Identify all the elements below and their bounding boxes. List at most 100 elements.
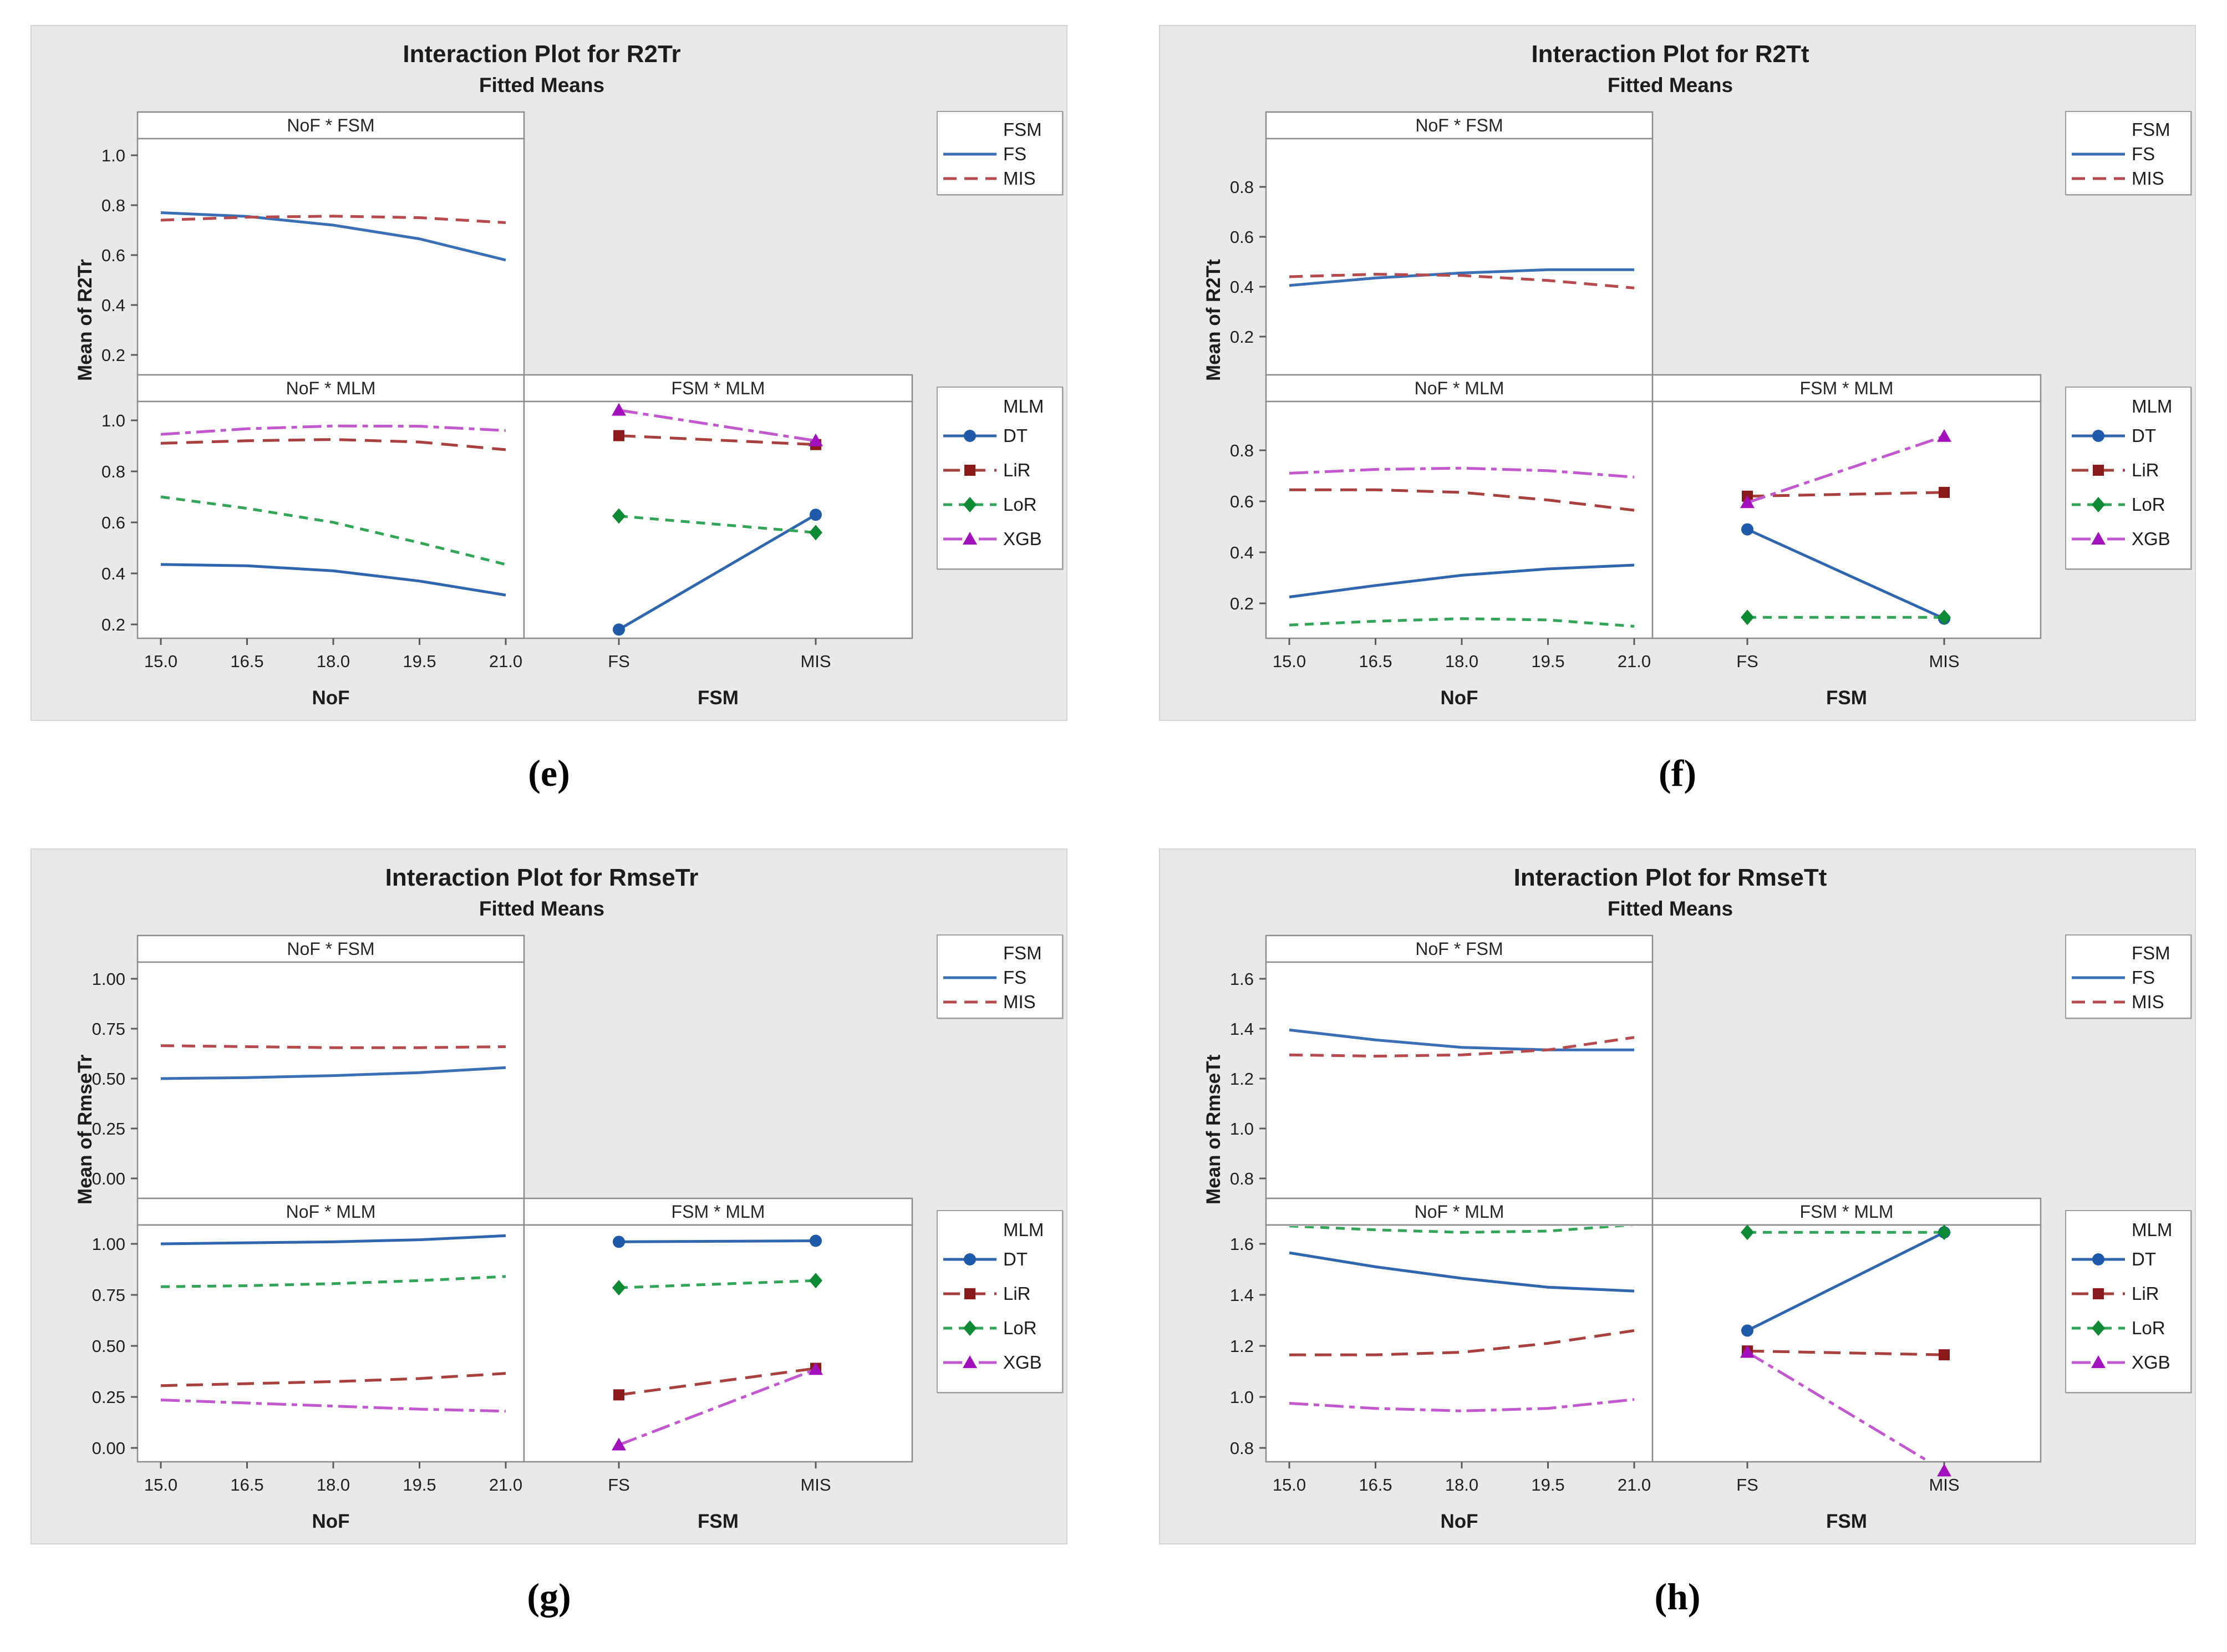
mlm-legend-item-lir: LiR (938, 453, 1062, 487)
lor-marker (2092, 497, 2105, 512)
subplot-nof-mlm (1265, 400, 1654, 639)
y-tick-label: 0.75 (92, 1285, 125, 1305)
lir-marker (1939, 1349, 1950, 1361)
xgb-line-sample-icon (941, 528, 999, 550)
y-tick-label: 0.2 (1230, 594, 1254, 613)
header-strip (136, 1197, 525, 1226)
x-axis-label-fsm: FSM (698, 687, 739, 709)
interaction-plot-panel: Interaction Plot for RmseTr Fitted Means… (30, 848, 1067, 1544)
y-tick-label: 0.6 (101, 513, 125, 532)
subplot-nof-fsm (136, 138, 525, 376)
lir-line-sample-icon (2070, 459, 2127, 481)
y-tick-label: 0.2 (101, 345, 125, 365)
dt-marker (810, 509, 822, 521)
x-tick-label: MIS (800, 652, 831, 671)
header-strip (1651, 374, 2042, 403)
series-line-lir (618, 434, 816, 446)
mlm-legend-item-xgb: XGB (2066, 1345, 2190, 1380)
y-tick-label: 0.8 (101, 196, 125, 215)
mlm-legend-item-dt: DT (2066, 419, 2190, 453)
legend-sample-lor (943, 1320, 996, 1336)
lir-marker (1939, 486, 1950, 498)
y-tick-label: 1.2 (1230, 1069, 1254, 1089)
lor-line-sample-icon (941, 1317, 999, 1339)
mlm-legend-label: LoR (1003, 494, 1037, 515)
plot-subtitle: Fitted Means (1607, 897, 1733, 920)
series-line-lor (160, 495, 506, 566)
x-axis-label-nof: NoF (312, 1511, 350, 1532)
mlm-legend-label: XGB (2132, 1352, 2170, 1373)
series-line-lor (1289, 617, 1635, 628)
dt-line-sample-icon (941, 425, 999, 447)
subplot-header-fsm-mlm: FSM * MLM (1799, 378, 1894, 398)
x-tick-label: 15.0 (1273, 1475, 1306, 1495)
series-line-mis (160, 215, 506, 224)
y-tick-label: 1.0 (1230, 1387, 1254, 1407)
panel-caption: (h) (1654, 1575, 1701, 1618)
series-line-fs (160, 211, 506, 262)
y-tick-label: 0.8 (1230, 1169, 1254, 1188)
subplot-nof-mlm (136, 1224, 525, 1463)
series-line-xgb (1746, 1351, 1930, 1461)
fsm-legend-label: MIS (2132, 992, 2164, 1012)
y-tick-label: 0.6 (101, 246, 125, 265)
mlm-legend-item-lor: LoR (2066, 1311, 2190, 1345)
legend-sample-dt (2072, 430, 2125, 442)
series-line-lor (1289, 1226, 1635, 1234)
fsm-legend-item-fs: FS (2066, 142, 2190, 166)
legend-sample-mis (2072, 1000, 2125, 1004)
panel-slot: Interaction Plot for RmseTt Fitted Means… (1159, 848, 2196, 1641)
series-line-dt (618, 514, 817, 631)
fs-line-sample-icon (2070, 143, 2127, 165)
fs-line-sample-icon (941, 967, 999, 989)
series-line-dt (1289, 563, 1635, 598)
lir-line-sample-icon (2070, 1283, 2127, 1305)
y-tick-label: 1.6 (1230, 969, 1254, 989)
x-tick-label: FS (1736, 1475, 1758, 1495)
x-tick-label: 16.5 (230, 1475, 263, 1495)
series-line-fs (1289, 268, 1634, 287)
subplot-nof-mlm (1265, 1224, 1654, 1463)
subplot-nof-mlm (136, 400, 525, 639)
subplot-header-nof-fsm: NoF * FSM (287, 115, 375, 135)
x-tick-label: 16.5 (1359, 652, 1392, 671)
fsm-legend-item-fs: FS (938, 142, 1062, 166)
panel-slot: Interaction Plot for R2Tt Fitted Means M… (1159, 25, 2196, 818)
mlm-legend: MLM DT LiR LoR XGB (2065, 1210, 2192, 1393)
mlm-legend-item-xgb: XGB (938, 1345, 1062, 1380)
legend-sample-lir (2072, 1288, 2125, 1299)
x-axis-label-fsm: FSM (1826, 1511, 1867, 1532)
series-line-lor (618, 1279, 816, 1289)
plot-canvas: 0.8 0.6 0.4 0.2 0.8 0.6 0.4 0.2 15.0 16.5 18.0 19.5… (1230, 111, 2042, 671)
fs-line-sample-icon (2070, 967, 2127, 989)
y-tick-label: 0.4 (101, 564, 125, 583)
panel-caption: (e) (528, 752, 570, 794)
lor-marker (612, 508, 626, 524)
x-tick-label: MIS (1929, 652, 1959, 671)
x-tick-label: 18.0 (317, 1475, 350, 1495)
plot-title: Interaction Plot for R2Tr (403, 40, 681, 68)
fsm-legend-label: MIS (2132, 168, 2164, 189)
subplot-fsm-mlm (1651, 1224, 2042, 1463)
series-line-dt (160, 1234, 506, 1246)
lor-line-sample-icon (2070, 494, 2127, 516)
dt-marker (2092, 1253, 2104, 1265)
mlm-legend-label: DT (1003, 1249, 1028, 1269)
panel-slot: Interaction Plot for RmseTr Fitted Means… (30, 848, 1067, 1641)
legend-sample-fs (2072, 976, 2125, 979)
y-tick-label: 0.25 (92, 1119, 125, 1138)
mlm-legend-item-dt: DT (938, 419, 1062, 453)
x-tick-label: MIS (800, 1475, 831, 1495)
dt-marker (1741, 523, 1753, 536)
plot-subtitle: Fitted Means (479, 74, 605, 96)
mlm-legend-item-lor: LoR (938, 1311, 1062, 1345)
legend-sample-lor (943, 497, 996, 512)
subplot-header-nof-mlm: NoF * MLM (286, 1202, 376, 1222)
series-line-lir (1747, 1349, 1945, 1356)
fsm-legend-label: FS (2132, 144, 2155, 164)
fsm-legend-label: MIS (1003, 992, 1036, 1012)
plot-canvas: 1.6 1.4 1.2 1.0 0.8 1.6 1.4 1.2 1.0 0.8 15.0 16.5 18… (1230, 934, 2042, 1495)
plot-title: Interaction Plot for R2Tt (1531, 40, 1809, 68)
mlm-legend-label: LiR (1003, 460, 1031, 480)
mlm-legend-label: LiR (2132, 460, 2159, 480)
